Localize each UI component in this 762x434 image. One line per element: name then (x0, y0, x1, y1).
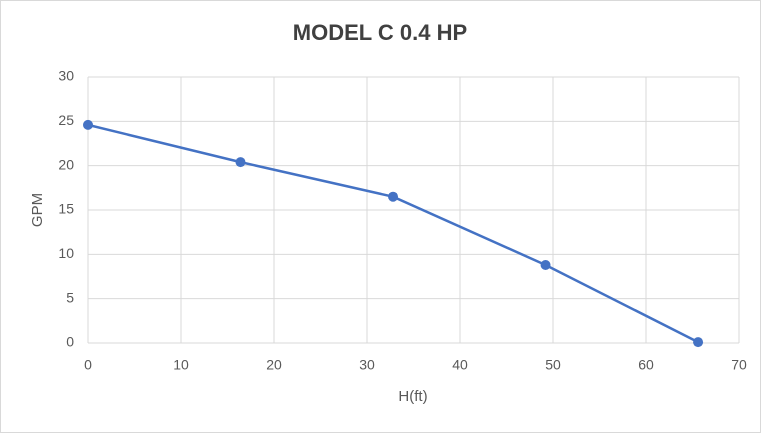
y-tick-label: 20 (58, 156, 74, 172)
y-tick-label: 15 (58, 201, 74, 217)
y-tick-label: 5 (66, 289, 74, 305)
x-tick-label: 40 (452, 357, 468, 373)
data-point (540, 259, 551, 270)
x-tick-label: 20 (266, 357, 282, 373)
y-axis-label: GPM (29, 193, 46, 227)
x-tick-label: 70 (731, 357, 747, 373)
data-point (83, 119, 93, 130)
y-tick-label: 0 (66, 334, 74, 350)
y-tick-label: 10 (58, 245, 74, 261)
data-point (388, 191, 399, 202)
data-point (693, 337, 704, 348)
y-tick-label: 25 (58, 112, 74, 128)
data-point (235, 157, 246, 168)
x-tick-label: 30 (359, 357, 375, 373)
x-tick-label: 50 (545, 357, 561, 373)
x-tick-label: 60 (638, 357, 654, 373)
x-tick-label: 0 (84, 357, 92, 373)
y-tick-label: 30 (58, 68, 74, 84)
chart-title: MODEL C 0.4 HP (293, 20, 467, 45)
x-axis-label: H(ft) (398, 388, 427, 405)
x-tick-label: 10 (173, 357, 189, 373)
